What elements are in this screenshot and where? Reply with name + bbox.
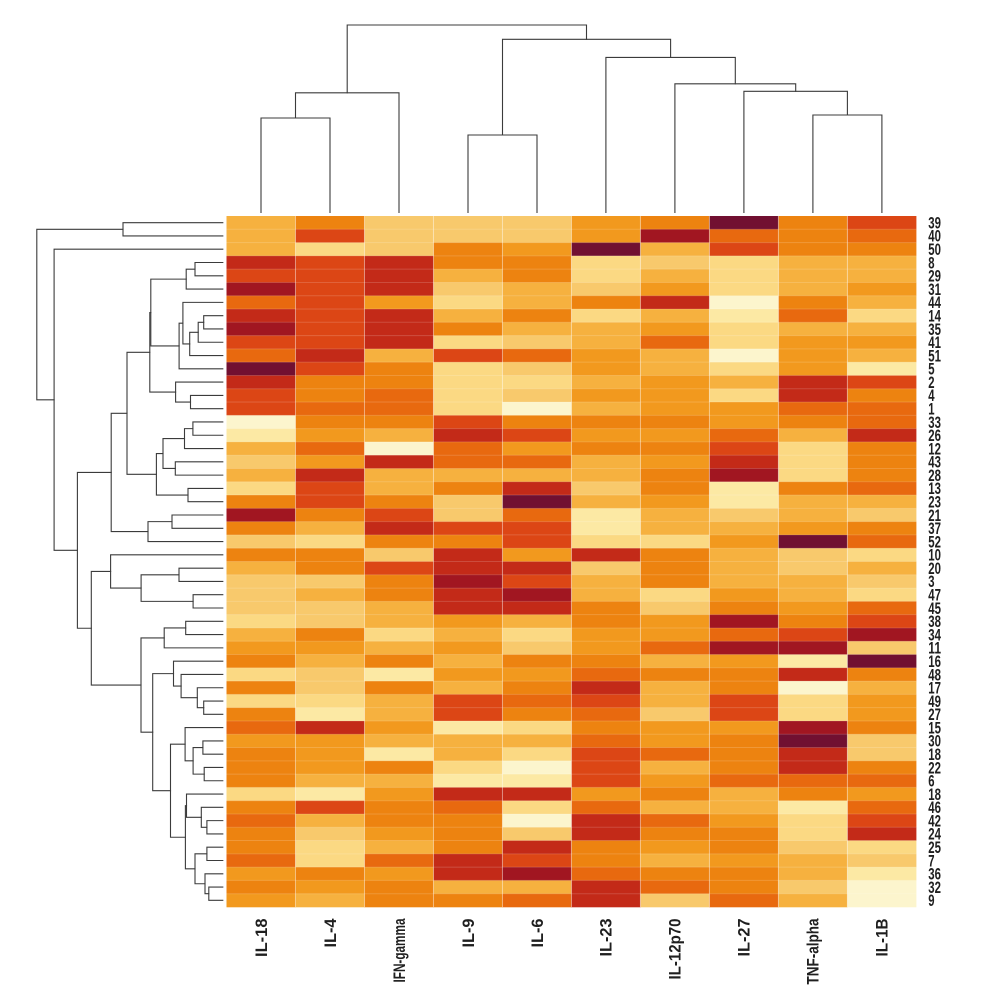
svg-text:2: 2 (928, 374, 934, 392)
svg-text:TNF-alpha: TNF-alpha (805, 918, 823, 985)
svg-text:25: 25 (928, 839, 941, 857)
svg-text:39: 39 (928, 214, 941, 232)
svg-text:38: 38 (928, 613, 941, 631)
svg-text:18: 18 (928, 786, 941, 804)
svg-text:18: 18 (928, 746, 941, 764)
svg-text:51: 51 (928, 347, 941, 365)
svg-text:36: 36 (928, 866, 941, 884)
svg-text:12: 12 (928, 440, 941, 458)
svg-text:27: 27 (928, 706, 941, 724)
svg-text:IL-23: IL-23 (598, 919, 616, 957)
svg-text:23: 23 (928, 494, 941, 512)
svg-text:40: 40 (928, 228, 941, 246)
svg-text:49: 49 (928, 693, 941, 711)
svg-text:11: 11 (928, 640, 941, 658)
svg-text:43: 43 (928, 454, 941, 472)
svg-text:22: 22 (928, 759, 941, 777)
svg-text:37: 37 (928, 520, 941, 538)
svg-text:15: 15 (928, 719, 941, 737)
svg-text:48: 48 (928, 666, 941, 684)
svg-text:9: 9 (928, 892, 934, 910)
svg-text:42: 42 (928, 812, 941, 830)
svg-text:50: 50 (928, 241, 941, 259)
svg-text:33: 33 (928, 414, 941, 432)
svg-text:21: 21 (928, 507, 941, 525)
svg-text:41: 41 (928, 334, 941, 352)
svg-text:8: 8 (928, 254, 934, 272)
svg-text:45: 45 (928, 600, 941, 618)
svg-text:35: 35 (928, 321, 941, 339)
svg-text:5: 5 (928, 361, 934, 379)
svg-text:IL-6: IL-6 (529, 919, 547, 948)
svg-text:4: 4 (928, 387, 935, 405)
svg-text:3: 3 (928, 573, 934, 591)
svg-text:1: 1 (928, 401, 934, 419)
svg-text:14: 14 (928, 308, 941, 326)
svg-text:31: 31 (928, 281, 941, 299)
svg-text:47: 47 (928, 587, 941, 605)
svg-text:IL-9: IL-9 (460, 919, 478, 948)
svg-text:IL-12p70: IL-12p70 (667, 919, 685, 980)
svg-text:52: 52 (928, 533, 941, 551)
svg-text:44: 44 (928, 294, 941, 312)
svg-text:26: 26 (928, 427, 941, 445)
svg-text:16: 16 (928, 653, 941, 671)
svg-text:IL-1B: IL-1B (874, 918, 892, 956)
svg-text:10: 10 (928, 547, 941, 565)
svg-text:46: 46 (928, 799, 941, 817)
svg-text:7: 7 (928, 852, 934, 870)
svg-text:IFN-gamma: IFN-gamma (391, 918, 409, 983)
svg-text:34: 34 (928, 626, 941, 644)
svg-text:20: 20 (928, 560, 941, 578)
svg-text:17: 17 (928, 680, 941, 698)
svg-text:6: 6 (928, 773, 934, 791)
svg-text:32: 32 (928, 879, 941, 897)
svg-text:30: 30 (928, 733, 941, 751)
svg-text:IL-4: IL-4 (322, 918, 340, 948)
svg-text:IL-27: IL-27 (736, 919, 754, 957)
svg-text:IL-18: IL-18 (253, 919, 271, 958)
svg-text:13: 13 (928, 480, 941, 498)
svg-text:24: 24 (928, 826, 941, 844)
svg-text:29: 29 (928, 268, 941, 286)
svg-text:28: 28 (928, 467, 941, 485)
